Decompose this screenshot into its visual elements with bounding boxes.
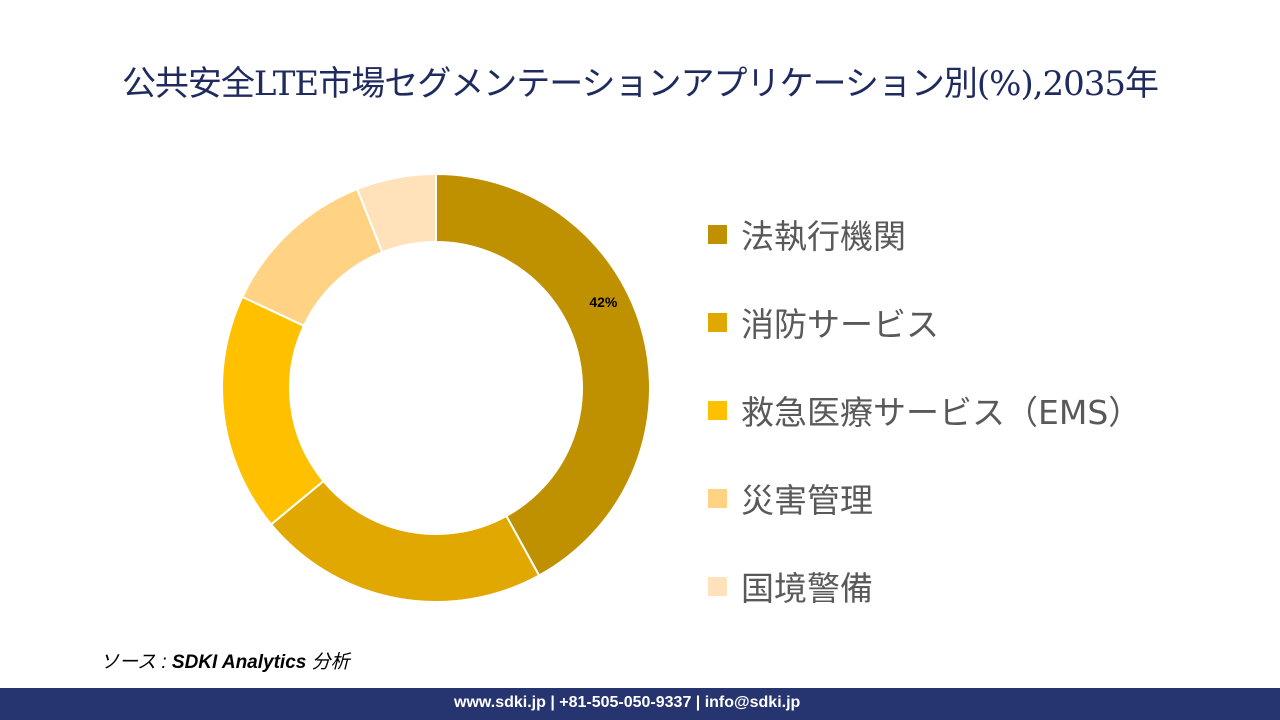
footer-contact: www.sdki.jp | +81-505-050-9337 | info@sd… (454, 694, 801, 711)
legend-label: 消防サービス (741, 305, 939, 344)
legend-swatch (708, 400, 727, 420)
legend-label: 法執行機関 (741, 217, 906, 256)
source-prefix: ソース : (100, 652, 172, 673)
legend-item: 消防サービス (708, 278, 1141, 366)
data-label: 42% (589, 294, 618, 310)
footer-bar: www.sdki.jp | +81-505-050-9337 | info@sd… (0, 688, 1280, 720)
donut-slice (241, 187, 384, 328)
legend-item: 国境警備 (708, 542, 1141, 630)
legend-swatch (708, 312, 727, 332)
legend-label: 災害管理 (741, 481, 873, 520)
legend-swatch (708, 488, 727, 508)
chart-title: 公共安全LTE市場セグメンテーションアプリケーション別(%),2035年 (121, 64, 1159, 104)
legend: 法執行機関 消防サービス 救急医療サービス（EMS） 災害管理 国境警備 (708, 190, 1141, 630)
legend-item: 災害管理 (708, 454, 1141, 542)
legend-item: 救急医療サービス（EMS） (708, 366, 1141, 454)
donut-slice (221, 295, 325, 526)
source-brand: SDKI Analytics (171, 652, 307, 673)
donut-slice (355, 172, 437, 254)
legend-item: 法執行機関 (708, 190, 1141, 278)
donut-slice (269, 479, 541, 603)
legend-swatch (708, 224, 727, 244)
donut-slice (435, 172, 651, 577)
legend-label: 救急医療サービス（EMS） (741, 393, 1142, 432)
legend-label: 国境警備 (741, 569, 873, 608)
legend-swatch (708, 576, 727, 596)
donut-chart: 42% (221, 172, 651, 603)
source-suffix: 分析 (306, 652, 350, 673)
source-note: ソース : SDKI Analytics 分析 (100, 647, 350, 674)
